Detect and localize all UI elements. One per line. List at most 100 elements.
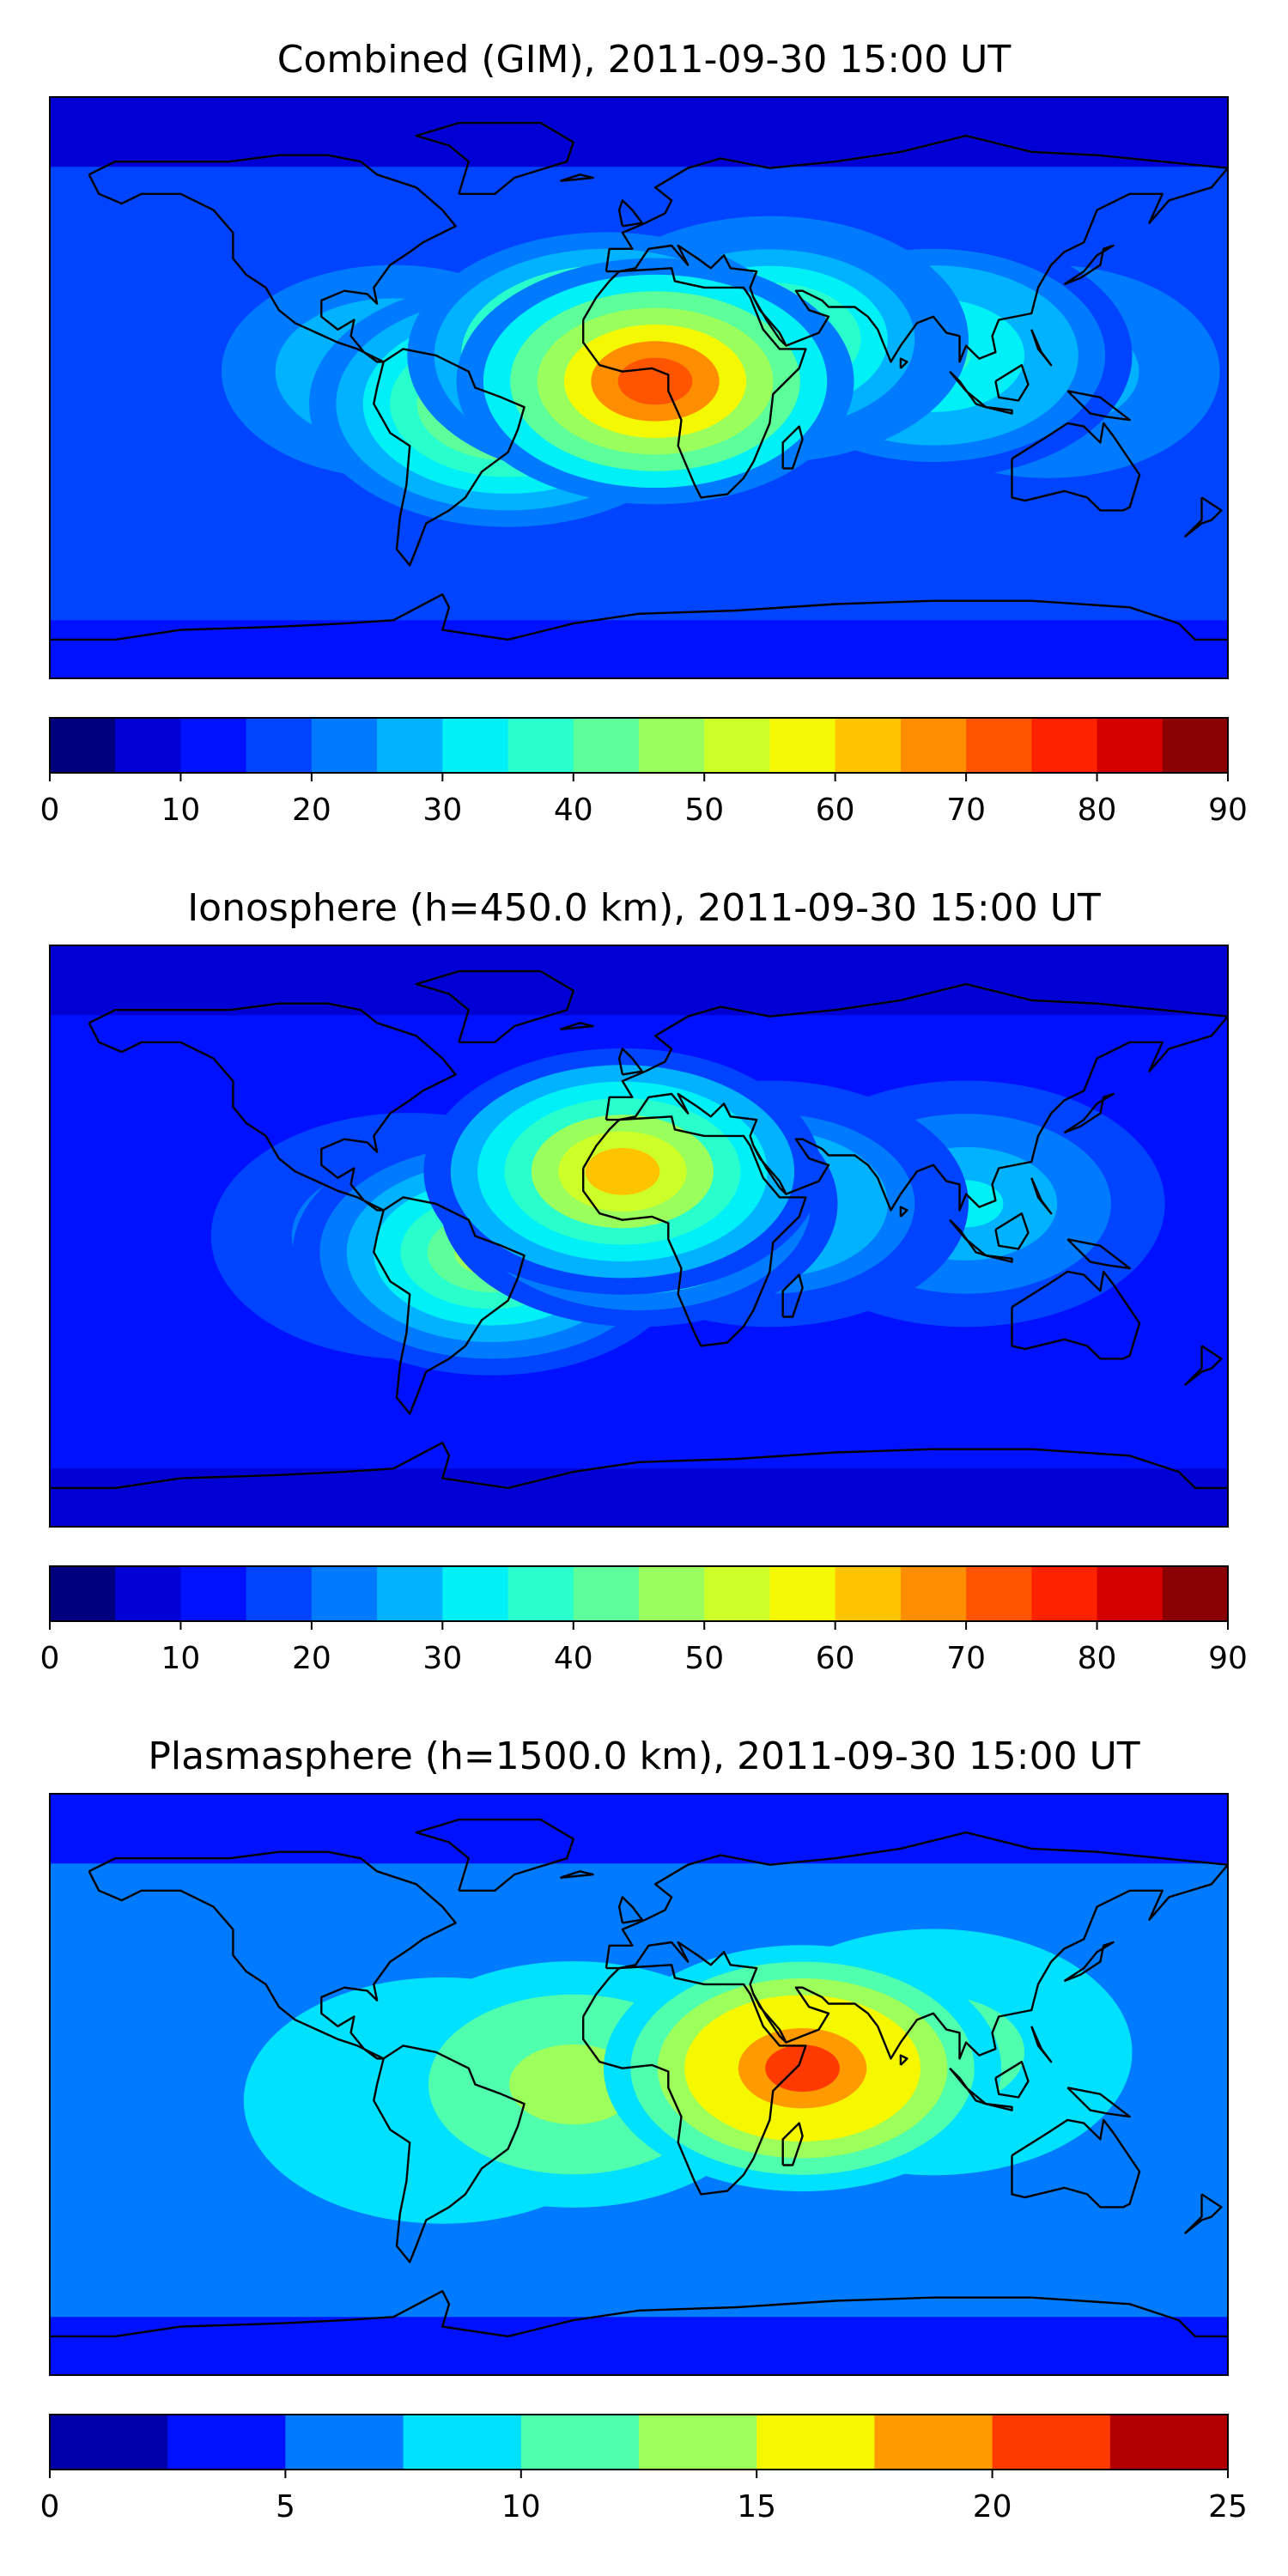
- colorbar-tick-label-5: 20: [973, 2489, 1012, 2524]
- coastline-2: [415, 969, 574, 1043]
- colorbar-swatch-9: [573, 718, 640, 773]
- coastline-14: [1066, 390, 1131, 422]
- colorbar-tick-label-8: 70: [946, 1641, 986, 1676]
- coastline-3: [373, 1196, 526, 1415]
- panel-1-title: Combined (GIM), 2011-09-30 15:00 UT: [276, 38, 1012, 82]
- colorbar-tick-label-7: 60: [816, 793, 855, 828]
- coastline-3: [373, 2044, 526, 2263]
- colorbar-tick-label-10: 90: [1208, 793, 1248, 828]
- colorbar-frame: [49, 1565, 1229, 1622]
- coastline-4: [605, 134, 1228, 363]
- colorbar-swatch-2: [115, 718, 182, 773]
- colorbar-frame: [49, 2414, 1229, 2470]
- colorbar-swatch-12: [769, 718, 836, 773]
- coastline-16: [617, 199, 643, 228]
- colorbar-swatch-18: [1162, 718, 1229, 773]
- coastline-18: [50, 2290, 1228, 2338]
- colorbar-frame: [49, 717, 1229, 774]
- coastline-9: [1184, 496, 1223, 538]
- colorbar-swatch-1: [50, 2415, 168, 2470]
- colorbar-swatch-7: [442, 1566, 509, 1621]
- coastline-11: [949, 370, 987, 409]
- coastline-9: [1184, 2193, 1223, 2234]
- map-frame: [49, 96, 1229, 679]
- coastline-15: [1030, 329, 1053, 367]
- coastline-16: [617, 1896, 643, 1924]
- colorbar-tick-label-9: 80: [1078, 793, 1117, 828]
- colorbar-tick-label-3: 10: [501, 2489, 541, 2524]
- colorbar-swatch-12: [769, 1566, 836, 1621]
- coastline-1: [88, 1002, 457, 1212]
- colorbar-swatch-8: [507, 1566, 574, 1621]
- coastline-12: [985, 405, 1013, 415]
- coastline-13: [994, 2061, 1030, 2099]
- coastline-4: [605, 1831, 1228, 2060]
- colorbar-tick-label-6: 50: [684, 1641, 724, 1676]
- coastline-13: [994, 364, 1030, 402]
- colorbar-tick-label-4: 15: [737, 2489, 776, 2524]
- tec-field: [50, 1794, 1228, 2375]
- colorbar-1: 0 10 20 30 40 50 60 70 80 90: [40, 717, 1248, 828]
- coastlines: [50, 121, 1228, 641]
- coastline-5: [582, 267, 807, 499]
- map-frame: [49, 945, 1229, 1528]
- coastline-2: [415, 1818, 574, 1892]
- coastline-18: [50, 1442, 1228, 1490]
- coastline-11: [949, 2067, 987, 2105]
- colorbar-swatch-4: [246, 718, 313, 773]
- coastline-5: [582, 1964, 807, 2196]
- colorbar-swatch-10: [639, 718, 705, 773]
- colorbar-swatch-8: [507, 718, 574, 773]
- colorbar-tick-label-6: 50: [684, 793, 724, 828]
- field-north-band: [50, 97, 1228, 167]
- coastline-14: [1066, 2087, 1131, 2118]
- coastline-15: [1030, 1177, 1053, 1215]
- colorbar-swatch-1: [50, 718, 116, 773]
- coastline-15: [1030, 2026, 1053, 2063]
- colorbar-tick-label-8: 70: [946, 793, 986, 828]
- colorbar-swatch-2: [115, 1566, 182, 1621]
- field-south-band: [50, 2317, 1228, 2375]
- colorbar-2: 0 10 20 30 40 50 60 70 80 90: [40, 1565, 1248, 1676]
- coastline-12: [985, 1254, 1013, 1263]
- colorbar-swatch-15: [966, 718, 1032, 773]
- colorbar-tick-label-1: 0: [40, 1641, 60, 1676]
- colorbar-tick-label-7: 60: [816, 1641, 855, 1676]
- colorbar-swatch-4: [246, 1566, 313, 1621]
- coastline-9: [1184, 1345, 1223, 1386]
- colorbar-tick-label-1: 0: [40, 793, 60, 828]
- colorbar-swatch-5: [520, 2415, 640, 2470]
- colorbar-tick-label-9: 80: [1078, 1641, 1117, 1676]
- colorbar-swatch-10: [1109, 2415, 1229, 2470]
- coastline-13: [994, 1212, 1030, 1250]
- coastline-10: [1063, 244, 1115, 286]
- colorbar-swatch-18: [1162, 1566, 1229, 1621]
- coastline-8: [1011, 422, 1141, 512]
- colorbar-swatch-6: [639, 2415, 757, 2470]
- colorbar-swatch-11: [704, 718, 771, 773]
- colorbar-swatch-5: [311, 1566, 378, 1621]
- coastline-6: [752, 1145, 787, 1195]
- map-panel-3: [49, 1793, 1229, 2376]
- colorbar-swatch-14: [900, 718, 967, 773]
- coastlines: [50, 1818, 1228, 2338]
- colorbar-swatch-2: [167, 2415, 286, 2470]
- coastline-19: [899, 2054, 908, 2066]
- colorbar-swatch-3: [180, 1566, 247, 1621]
- colorbar-swatch-4: [403, 2415, 522, 2470]
- coastline-14: [1066, 1238, 1131, 1270]
- colorbar-swatch-13: [835, 718, 902, 773]
- tec-field: [50, 97, 1228, 678]
- colorbar-swatch-16: [1031, 718, 1098, 773]
- colorbar-tick-label-10: 90: [1208, 1641, 1248, 1676]
- colorbar-swatch-9: [573, 1566, 640, 1621]
- colorbar-swatch-7: [442, 718, 509, 773]
- coastline-16: [617, 1048, 643, 1076]
- coastline-5: [582, 1115, 807, 1347]
- colorbar-swatch-14: [900, 1566, 967, 1621]
- colorbar-tick-label-2: 10: [161, 793, 201, 828]
- colorbar-swatch-17: [1097, 1566, 1163, 1621]
- colorbar-tick-label-6: 25: [1208, 2489, 1248, 2524]
- colorbar-tick-label-5: 40: [554, 793, 593, 828]
